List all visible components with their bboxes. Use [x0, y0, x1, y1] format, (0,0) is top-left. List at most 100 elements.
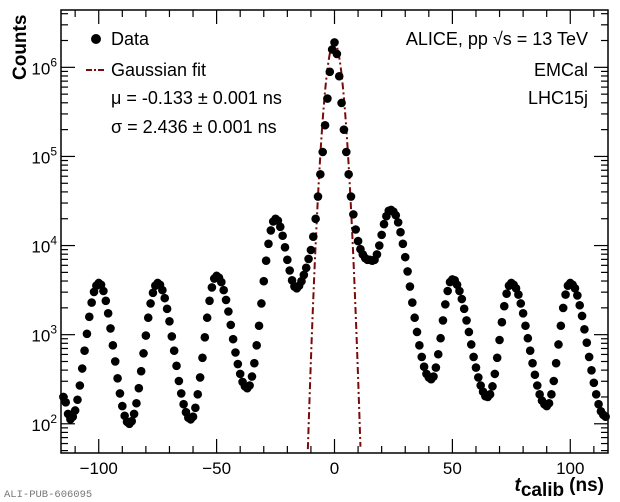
y-tick-label-base: 10 [31, 148, 50, 167]
data-point [134, 383, 144, 393]
data-point [254, 321, 264, 331]
data-point [80, 346, 89, 355]
data-point [70, 406, 80, 415]
data-point [226, 320, 236, 330]
data-point [441, 300, 450, 309]
data-point [129, 409, 139, 419]
annotation-period: LHC15j [528, 88, 588, 108]
data-point [87, 298, 96, 307]
y-tick-label: 103 [31, 323, 57, 346]
data-point [316, 169, 325, 179]
data-point [419, 362, 429, 372]
data-point [521, 321, 530, 331]
data-point [474, 373, 483, 382]
data-point [205, 296, 214, 306]
data-point [332, 49, 342, 59]
data-point [245, 381, 254, 390]
data-point [318, 147, 328, 157]
data-point [405, 282, 415, 291]
data-point [160, 293, 170, 303]
data-point [575, 300, 585, 310]
data-point [570, 284, 580, 293]
data-point [106, 324, 115, 333]
publication-id: ALI-PUB-606095 [4, 489, 92, 501]
data-point [110, 357, 120, 366]
data-point [158, 285, 167, 295]
data-point [304, 254, 313, 264]
data-point [148, 288, 158, 298]
data-point [469, 352, 478, 362]
data-point [115, 389, 125, 398]
data-point [516, 299, 526, 308]
data-point [492, 353, 502, 363]
data-point [313, 192, 323, 201]
data-point [587, 366, 596, 375]
data-point [275, 222, 285, 232]
data-point [466, 340, 476, 349]
data-point [547, 390, 556, 399]
data-point [514, 290, 523, 299]
legend-data-label: Data [111, 29, 150, 49]
data-point [558, 303, 568, 313]
data-point [299, 270, 309, 280]
data-point [278, 231, 287, 241]
y-tick-label-exp: 4 [50, 234, 57, 248]
y-tick-label-exp: 5 [50, 144, 57, 158]
data-point [353, 236, 363, 246]
data-point [594, 399, 603, 409]
data-point [334, 71, 344, 81]
data-point [73, 395, 82, 405]
data-point [285, 266, 295, 275]
data-point [61, 398, 71, 407]
data-point [224, 307, 233, 316]
data-point [396, 227, 405, 237]
data-point [179, 399, 188, 409]
data-point [497, 317, 507, 327]
data-point [525, 346, 535, 355]
x-axis-var: t [515, 475, 522, 496]
data-point [438, 316, 448, 325]
data-point [398, 239, 408, 249]
data-point [532, 381, 542, 390]
x-axis-title: tcalib (ns) [515, 475, 604, 501]
data-point [455, 286, 464, 296]
data-point [146, 299, 155, 308]
legend-mu: μ = -0.133 ± 0.001 ns [111, 88, 282, 108]
data-point [577, 311, 587, 321]
data-point [195, 373, 205, 382]
data-point [108, 341, 118, 350]
axis-ticks [61, 10, 608, 453]
data-point [231, 348, 240, 357]
data-point [174, 376, 184, 386]
data-point [217, 277, 226, 287]
data-point [523, 333, 533, 343]
data-point [75, 381, 85, 390]
data-point [113, 373, 122, 383]
data-point [337, 98, 346, 108]
data-point [495, 335, 504, 345]
data-point [341, 147, 351, 157]
data-point [556, 321, 566, 331]
data-point [518, 308, 528, 318]
data-point [485, 390, 495, 399]
x-tick-label: 0 [330, 459, 339, 478]
data-point [198, 353, 207, 363]
y-tick-label: 105 [31, 144, 57, 167]
data-point [379, 219, 389, 229]
data-point [193, 390, 203, 399]
data-point [219, 285, 228, 295]
plot-frame [60, 9, 609, 454]
data-point [443, 286, 452, 296]
data-point [139, 349, 148, 358]
data-point [391, 210, 401, 220]
data-point [393, 218, 403, 227]
data-point [499, 301, 509, 311]
data-point [490, 369, 500, 379]
data-point [591, 390, 601, 399]
data-point [266, 226, 276, 235]
data-point [544, 398, 554, 408]
data-point [412, 327, 422, 337]
data-point [264, 239, 273, 249]
